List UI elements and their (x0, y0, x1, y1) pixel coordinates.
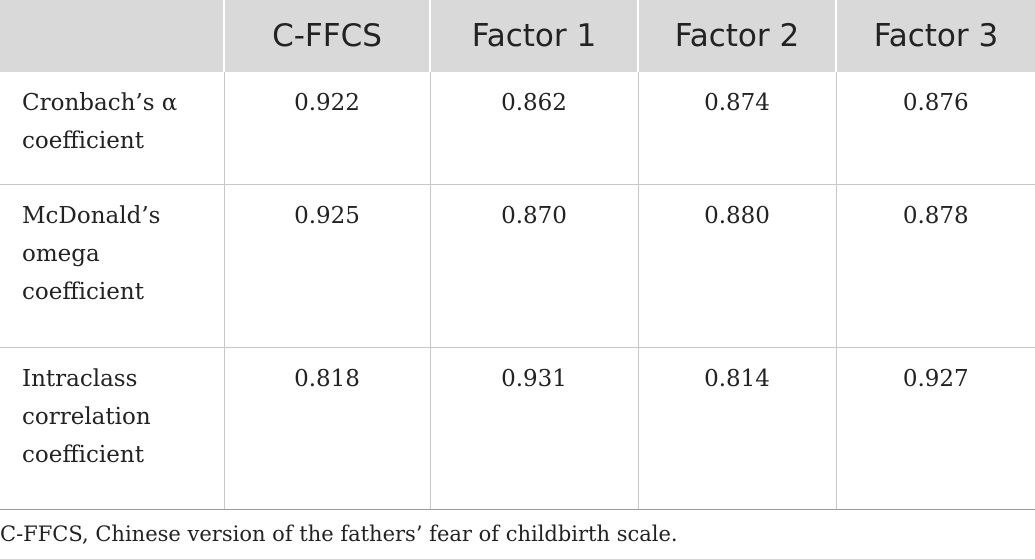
table-row-intraclass: Intraclass correlation coefficient 0.818… (0, 347, 1035, 510)
cell-factor-3: 0.876 (835, 72, 1035, 185)
table-row-mcdonald: McDonald’s omega coefficient 0.925 0.870… (0, 184, 1035, 348)
header-cell-factor-1: Factor 1 (429, 0, 638, 72)
cell-factor-1: 0.931 (429, 347, 639, 510)
reliability-table-container: C-FFCS Factor 1 Factor 2 Factor 3 Cronba… (0, 0, 1035, 510)
cell-factor-2: 0.874 (637, 72, 837, 185)
row-label: Cronbach’s α coefficient (0, 72, 225, 185)
header-cell-empty (0, 0, 224, 72)
cell-factor-3: 0.927 (835, 347, 1035, 510)
reliability-table: C-FFCS Factor 1 Factor 2 Factor 3 Cronba… (0, 0, 1035, 510)
cell-c-ffcs: 0.922 (223, 72, 431, 185)
cell-factor-1: 0.862 (429, 72, 639, 185)
cell-factor-2: 0.814 (637, 347, 837, 510)
cell-factor-2: 0.880 (637, 184, 837, 348)
table-footnote: C-FFCS, Chinese version of the fathers’ … (0, 522, 678, 546)
header-cell-factor-3: Factor 3 (835, 0, 1035, 72)
row-label: Intraclass correlation coefficient (0, 347, 225, 510)
header-row: C-FFCS Factor 1 Factor 2 Factor 3 (0, 0, 1035, 72)
cell-factor-1: 0.870 (429, 184, 639, 348)
cell-c-ffcs: 0.925 (223, 184, 431, 348)
header-cell-c-ffcs: C-FFCS (223, 0, 430, 72)
cell-factor-3: 0.878 (835, 184, 1035, 348)
table-row-cronbach: Cronbach’s α coefficient 0.922 0.862 0.8… (0, 72, 1035, 185)
header-cell-factor-2: Factor 2 (637, 0, 836, 72)
cell-c-ffcs: 0.818 (223, 347, 431, 510)
table-header: C-FFCS Factor 1 Factor 2 Factor 3 (0, 0, 1035, 72)
table-body: Cronbach’s α coefficient 0.922 0.862 0.8… (0, 72, 1035, 510)
row-label: McDonald’s omega coefficient (0, 184, 225, 348)
